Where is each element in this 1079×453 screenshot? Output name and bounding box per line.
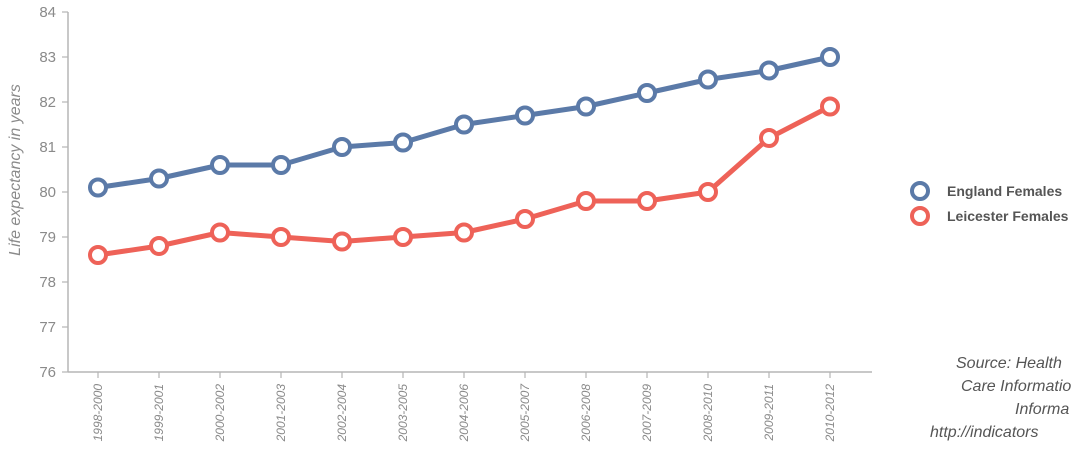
legend-item: England Females bbox=[910, 181, 1062, 201]
legend-marker bbox=[910, 181, 930, 201]
legend-marker bbox=[910, 206, 930, 226]
data-point bbox=[454, 222, 474, 243]
x-tick-label: 2004-2006 bbox=[457, 384, 471, 443]
data-point bbox=[393, 227, 413, 247]
data-point bbox=[820, 47, 840, 67]
legend: England Females Leicester Females bbox=[910, 181, 1069, 226]
source-line: Informa bbox=[1015, 401, 1069, 418]
y-tick-label: 81 bbox=[39, 139, 56, 156]
y-tick-label: 83 bbox=[39, 49, 56, 66]
x-tick-label: 1999-2001 bbox=[152, 384, 166, 441]
data-point bbox=[454, 114, 474, 135]
data-point bbox=[210, 222, 230, 243]
data-point bbox=[271, 155, 291, 175]
legend-item: Leicester Females bbox=[910, 206, 1069, 226]
data-point bbox=[393, 132, 413, 153]
x-tick-label: 2009-2011 bbox=[762, 384, 776, 442]
data-point bbox=[576, 96, 596, 117]
x-tick-label: 2003-2005 bbox=[396, 384, 410, 443]
x-axis: 1998-2000 1999-2001 2000-2002 2001-2003 2002… bbox=[68, 371, 872, 443]
data-point bbox=[698, 69, 718, 90]
y-tick-label: 76 bbox=[39, 364, 56, 381]
data-point bbox=[515, 105, 535, 126]
data-point bbox=[210, 155, 230, 175]
x-tick-label: 2007-2009 bbox=[640, 384, 654, 443]
data-point bbox=[149, 236, 169, 256]
y-tick-label: 79 bbox=[39, 229, 56, 246]
x-tick-label: 2002-2004 bbox=[335, 384, 349, 443]
source-line: Source: Health bbox=[956, 355, 1062, 372]
y-tick-label: 80 bbox=[39, 184, 56, 201]
data-point bbox=[332, 137, 352, 157]
x-tick-label: 2006-2008 bbox=[579, 384, 593, 443]
y-tick-label: 78 bbox=[39, 274, 56, 291]
data-point bbox=[637, 191, 657, 211]
series-0 bbox=[88, 47, 840, 198]
source-line: http://indicators bbox=[930, 424, 1039, 441]
legend-label: Leicester Females bbox=[947, 208, 1069, 224]
data-point bbox=[759, 60, 779, 81]
data-point bbox=[88, 245, 108, 265]
y-tick-label: 82 bbox=[39, 94, 56, 111]
x-tick-label: 2000-2002 bbox=[213, 384, 227, 443]
data-point bbox=[759, 128, 779, 148]
y-tick-label: 84 bbox=[39, 4, 56, 21]
data-point bbox=[515, 209, 535, 229]
x-tick-label: 1998-2000 bbox=[91, 384, 105, 442]
source-note: Source: Health Care Informatio Informa http… bbox=[930, 355, 1071, 441]
x-tick-label: 2005-2007 bbox=[518, 383, 532, 443]
x-tick-label: 2001-2003 bbox=[274, 384, 288, 443]
data-point bbox=[88, 177, 108, 198]
data-point bbox=[820, 96, 840, 117]
data-point bbox=[271, 227, 291, 247]
data-point bbox=[576, 191, 596, 211]
legend-label: England Females bbox=[947, 183, 1062, 199]
y-axis-label: Life expectancy in years bbox=[7, 84, 24, 256]
series-layer bbox=[88, 47, 840, 265]
series-1 bbox=[88, 96, 840, 265]
data-point bbox=[149, 168, 169, 189]
x-tick-label: 2010-2012 bbox=[823, 384, 837, 443]
data-point bbox=[698, 182, 718, 202]
data-point bbox=[332, 231, 352, 252]
y-axis: 76 77 78 79 80 81 82 83 84 bbox=[39, 4, 69, 381]
x-tick-label: 2008-2010 bbox=[701, 384, 715, 443]
data-point bbox=[637, 83, 657, 103]
source-line: Care Informatio bbox=[961, 378, 1071, 395]
y-tick-label: 77 bbox=[39, 319, 56, 336]
